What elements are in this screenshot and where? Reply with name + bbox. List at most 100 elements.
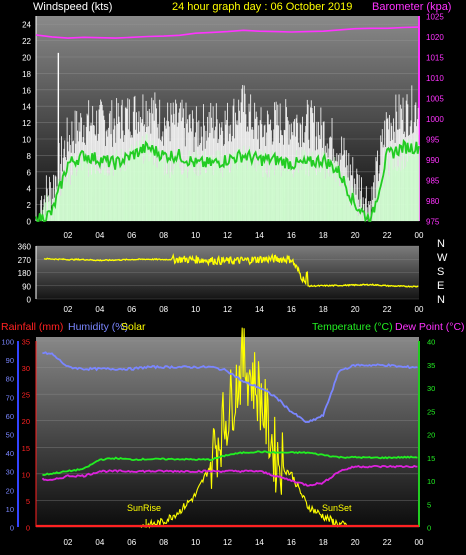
wind-tick-label: 0 [27,218,32,227]
humidity-tick-label: 0 [10,524,14,533]
x-tick-label: 04 [95,538,104,547]
temperature-tick-label: 35 [427,361,435,370]
wind-trend-line [35,138,420,223]
temperature-tick-label: 5 [427,500,431,509]
humidity-tick-label: 30 [6,468,14,477]
dewpoint-line [41,464,418,487]
x-tick-label: 18 [319,538,328,547]
humidity-tick-label: 50 [6,431,14,440]
barometer-tick-label: 985 [426,177,440,186]
x-tick-label: 16 [287,305,296,314]
x-tick-label: 12 [223,305,232,314]
wind-tick-label: 2 [27,201,32,210]
direction-tick-label: 180 [18,269,32,278]
compass-w: W [437,252,448,264]
x-tick-label: 18 [319,305,328,314]
wind-tick-label: 12 [22,119,31,128]
compass-n-top: N [437,238,445,250]
x-tick-label: 16 [287,538,296,547]
direction-tick-label: 0 [27,296,32,305]
rainfall-axis-title: Rainfall (mm) [1,321,63,333]
barometer-axis-title: Barometer (kpa) [372,1,451,13]
chart-title: 24 hour graph day : 06 October 2019 [172,1,352,13]
x-tick-label: 08 [159,231,168,240]
wind-tick-label: 20 [22,54,31,63]
wind-tick-label: 4 [27,185,32,194]
temperature-tick-label: 40 [427,338,435,347]
wind-axis-title: Windspeed (kts) [33,1,112,13]
wind-tick-label: 24 [22,21,31,30]
x-tick-label: 04 [95,305,104,314]
compass-n-bottom: N [437,294,445,306]
x-tick-label: 22 [383,305,392,314]
barometer-tick-label: 975 [426,218,440,227]
wind-tick-label: 22 [22,37,31,46]
wind-tick-label: 8 [27,152,32,161]
direction-line [43,252,419,288]
solar-axis-title: Solar [121,321,146,333]
x-tick-label: 00 [415,231,424,240]
barometer-tick-label: 980 [426,197,440,206]
x-tick-label: 00 [415,305,424,314]
temperature-tick-label: 25 [427,407,435,416]
humidity-tick-label: 90 [6,356,14,365]
wind-tick-label: 18 [22,70,31,79]
temperature-line [42,450,418,477]
x-tick-label: 14 [255,305,264,314]
x-tick-label: 00 [415,538,424,547]
wind-tick-label: 16 [22,86,31,95]
humidity-tick-label: 80 [6,375,14,384]
x-tick-label: 06 [127,231,136,240]
x-tick-label: 10 [191,231,200,240]
direction-tick-label: 270 [18,256,32,265]
temperature-tick-label: 15 [427,454,435,463]
x-tick-label: 06 [127,305,136,314]
rainfall-tick-label: 25 [22,391,30,400]
sunset-label: SunSet [322,503,352,513]
solar-line [139,327,348,529]
compass-e: E [437,280,444,292]
x-tick-label: 20 [351,305,360,314]
humidity-tick-label: 40 [6,449,14,458]
wind-tick-label: 14 [22,103,31,112]
rainfall-tick-label: 35 [22,338,30,347]
barometer-tick-label: 1010 [426,74,444,83]
x-tick-label: 18 [319,231,328,240]
x-tick-label: 02 [63,305,72,314]
rainfall-tick-label: 0 [26,524,30,533]
x-tick-label: 16 [287,231,296,240]
barometer-tick-label: 995 [426,136,440,145]
barometer-tick-label: 1020 [426,33,444,42]
humidity-tick-label: 70 [6,393,14,402]
barometer-line [35,26,420,39]
humidity-tick-label: 100 [1,338,14,347]
rainfall-tick-label: 20 [22,417,30,426]
barometer-tick-label: 990 [426,156,440,165]
x-tick-label: 02 [63,538,72,547]
barometer-tick-label: 1005 [426,95,444,104]
dewpoint-axis-title: Dew Point (°C) [395,321,465,333]
x-tick-label: 20 [351,538,360,547]
barometer-tick-label: 1000 [426,115,444,124]
humidity-line [42,351,418,424]
humidity-tick-label: 60 [6,412,14,421]
x-tick-label: 14 [255,231,264,240]
direction-tick-label: 90 [22,282,31,291]
x-tick-label: 12 [223,231,232,240]
direction-tick-label: 360 [18,243,32,252]
humidity-axis-title: Humidity (%) [68,321,128,333]
x-tick-label: 08 [159,305,168,314]
humidity-tick-label: 20 [6,486,14,495]
x-tick-label: 10 [191,305,200,314]
temperature-tick-label: 30 [427,384,435,393]
barometer-tick-label: 1015 [426,54,444,63]
x-tick-label: 08 [159,538,168,547]
x-tick-label: 12 [223,538,232,547]
x-tick-label: 04 [95,231,104,240]
x-tick-label: 22 [383,538,392,547]
wind-tick-label: 6 [27,168,32,177]
rainfall-tick-label: 5 [26,497,30,506]
rainfall-tick-label: 15 [22,444,30,453]
rainfall-tick-label: 30 [22,364,30,373]
